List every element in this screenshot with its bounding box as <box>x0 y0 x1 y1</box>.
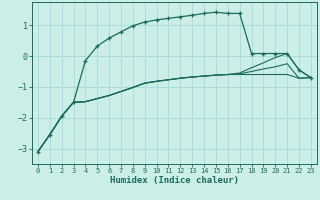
X-axis label: Humidex (Indice chaleur): Humidex (Indice chaleur) <box>110 176 239 185</box>
